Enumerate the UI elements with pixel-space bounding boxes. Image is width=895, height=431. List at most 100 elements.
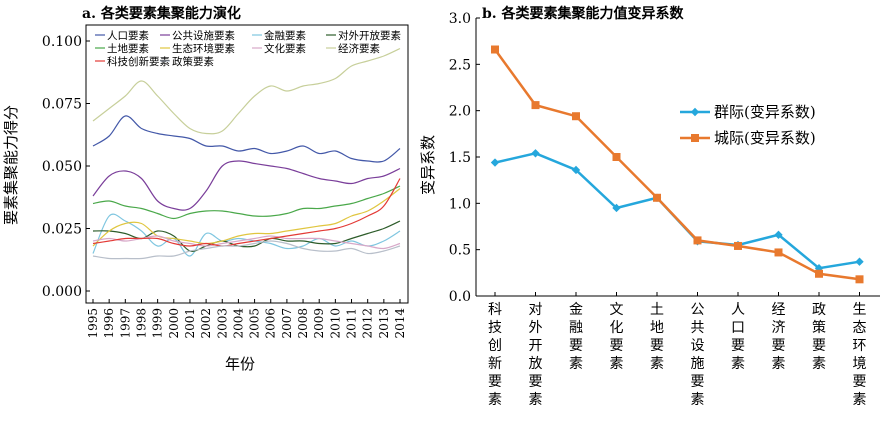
chart-a: a. 各类要素集聚能力演化 0.0000.0250.0500.0750.100 … bbox=[2, 5, 409, 373]
x-tick-label: 人口要素 bbox=[731, 302, 745, 372]
x-tick-label: 2001 bbox=[183, 308, 197, 339]
chart-a-y-label: 要素集聚能力得分 bbox=[2, 105, 20, 225]
chart-a-y-ticks: 0.000 0.025 0.050 0.075 0.100 bbox=[42, 34, 90, 300]
chart-b-series bbox=[490, 45, 864, 284]
y-tick-label: 1.0 bbox=[449, 196, 471, 212]
chart-a-x-label: 年份 bbox=[225, 355, 255, 373]
x-tick-label: 政策要素 bbox=[812, 302, 826, 372]
y-tick-label: 2.0 bbox=[449, 104, 471, 120]
x-tick-label: 2006 bbox=[264, 308, 278, 339]
data-point-0-9 bbox=[855, 257, 864, 266]
x-tick-label: 科技创新要素 bbox=[488, 302, 502, 408]
data-point-1-6 bbox=[734, 241, 742, 250]
x-tick-label: 金融要素 bbox=[569, 302, 583, 372]
chart-b: b. 各类要素集聚能力值变异系数 0.0 0.5 1.0 1.5 2.0 2.5 3.0 科… bbox=[419, 5, 880, 408]
y-tick-label: 0.075 bbox=[42, 97, 82, 113]
y-tick-label: 2.5 bbox=[449, 57, 471, 73]
data-point-1-4 bbox=[653, 193, 661, 202]
data-point-0-2 bbox=[571, 165, 581, 175]
legend-marker bbox=[691, 134, 699, 142]
x-tick-label: 2005 bbox=[248, 308, 262, 339]
chart-b-legend: 群际(变异系数) 城际(变异系数) bbox=[680, 103, 816, 147]
x-tick-label: 2000 bbox=[167, 308, 181, 339]
chart-b-x-ticks: 科技创新要素 对外开放要素 金融要素 文化要素 土地要素 公共设施要素 人口要素 经济要素 政策… bbox=[488, 292, 867, 408]
x-tick-label: 2003 bbox=[215, 308, 229, 339]
chart-b-title: b. 各类要素集聚能力值变异系数 bbox=[482, 5, 685, 22]
x-tick-label: 2008 bbox=[296, 308, 310, 339]
data-point-1-3 bbox=[612, 153, 621, 161]
x-tick-label: 2010 bbox=[328, 308, 342, 339]
legend-marker bbox=[690, 107, 700, 117]
data-point-1-9 bbox=[855, 275, 864, 284]
y-tick-label: 0.000 bbox=[42, 284, 82, 300]
x-tick-label: 1997 bbox=[118, 308, 132, 339]
chart-b-y-label: 变异系数 bbox=[419, 135, 437, 195]
series-line-9 bbox=[92, 240, 401, 260]
data-point-1-5 bbox=[693, 236, 702, 245]
y-tick-label: 1.5 bbox=[449, 150, 471, 166]
series-line-1 bbox=[493, 48, 860, 281]
data-point-0-3 bbox=[612, 203, 621, 213]
x-tick-label: 2009 bbox=[312, 308, 326, 339]
x-tick-label: 经济要素 bbox=[772, 302, 786, 372]
legend-label: 人口要素 bbox=[107, 29, 149, 42]
legend-label: 城际(变异系数) bbox=[714, 129, 816, 147]
legend-label: 土地要素 bbox=[107, 42, 149, 55]
series-line-4 bbox=[92, 185, 401, 220]
data-point-0-0 bbox=[490, 158, 500, 167]
chart-b-y-ticks: 0.0 0.5 1.0 1.5 2.0 2.5 3.0 bbox=[449, 11, 480, 305]
legend-label: 生态环境要素 bbox=[172, 42, 235, 55]
x-tick-label: 2004 bbox=[231, 308, 245, 339]
y-tick-label: 0.5 bbox=[449, 243, 471, 259]
x-tick-label: 2011 bbox=[345, 308, 359, 339]
legend-label: 科技创新要素 bbox=[107, 55, 170, 68]
chart-a-series bbox=[92, 47, 401, 260]
legend-label: 公共设施要素 bbox=[172, 29, 235, 42]
data-point-1-1 bbox=[531, 101, 540, 110]
x-tick-label: 1995 bbox=[86, 308, 100, 339]
x-tick-label: 2014 bbox=[393, 308, 407, 339]
legend-label: 金融要素 bbox=[264, 29, 306, 42]
series-line-7 bbox=[92, 47, 401, 135]
legend-label: 对外开放要素 bbox=[338, 29, 401, 42]
series-line-8 bbox=[92, 178, 401, 247]
series-line-5 bbox=[92, 188, 401, 247]
x-tick-label: 土地要素 bbox=[650, 302, 664, 372]
x-tick-label: 1996 bbox=[102, 308, 116, 339]
series-line-0 bbox=[92, 115, 401, 163]
y-tick-label: 3.0 bbox=[449, 11, 471, 27]
x-tick-label: 1998 bbox=[134, 308, 148, 339]
x-tick-label: 对外开放要素 bbox=[529, 302, 543, 408]
chart-a-frame bbox=[85, 24, 409, 304]
data-point-0-1 bbox=[531, 149, 540, 158]
y-tick-label: 0.100 bbox=[42, 34, 82, 50]
series-line-0 bbox=[494, 151, 860, 270]
x-tick-label: 2013 bbox=[377, 308, 391, 339]
x-tick-label: 公共设施要素 bbox=[691, 302, 705, 408]
x-tick-label: 2002 bbox=[199, 308, 213, 339]
x-tick-label: 2007 bbox=[280, 308, 294, 339]
legend-label: 政策要素 bbox=[172, 55, 214, 68]
data-point-1-0 bbox=[491, 45, 499, 54]
x-tick-label: 2012 bbox=[361, 308, 375, 339]
chart-a-title: a. 各类要素集聚能力演化 bbox=[82, 5, 241, 22]
y-tick-label: 0.0 bbox=[449, 289, 471, 305]
series-line-1 bbox=[92, 160, 401, 211]
data-point-0-7 bbox=[774, 230, 783, 240]
x-tick-label: 文化要素 bbox=[610, 302, 624, 372]
legend-label: 群际(变异系数) bbox=[714, 103, 816, 121]
data-point-1-8 bbox=[815, 269, 823, 278]
legend-label: 经济要素 bbox=[338, 42, 380, 55]
x-tick-label: 生态环境要素 bbox=[853, 302, 867, 408]
series-line-2 bbox=[92, 213, 401, 257]
x-tick-label: 1999 bbox=[151, 308, 165, 339]
data-point-1-7 bbox=[774, 248, 783, 257]
y-tick-label: 0.025 bbox=[42, 222, 82, 238]
legend-label: 文化要素 bbox=[264, 42, 306, 55]
series-line-3 bbox=[92, 220, 401, 252]
data-point-1-2 bbox=[572, 112, 580, 121]
y-tick-label: 0.050 bbox=[42, 159, 82, 175]
chart-a-x-ticks: 1995 1996 1997 1998 1999 2000 2001 2002 2003 2004… bbox=[86, 299, 407, 339]
